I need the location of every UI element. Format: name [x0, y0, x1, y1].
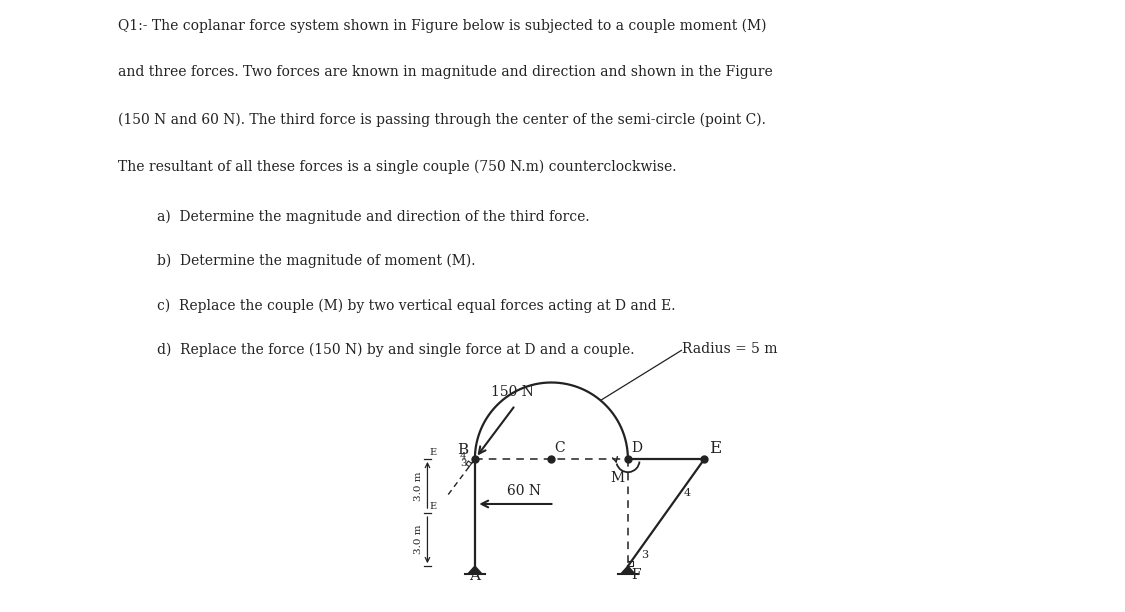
Text: B: B: [457, 443, 468, 457]
Text: D: D: [631, 441, 642, 455]
Text: d)  Replace the force (150 N) by and single force at D and a couple.: d) Replace the force (150 N) by and sing…: [156, 343, 634, 357]
Text: 4: 4: [460, 452, 467, 461]
Text: 60 N: 60 N: [507, 485, 541, 498]
Text: (150 N and 60 N). The third force is passing through the center of the semi-circ: (150 N and 60 N). The third force is pas…: [118, 113, 766, 127]
Text: E: E: [429, 502, 436, 511]
Polygon shape: [468, 566, 482, 573]
Text: C: C: [555, 441, 565, 455]
Text: F: F: [631, 568, 641, 581]
Text: Radius = 5 m: Radius = 5 m: [683, 342, 777, 356]
Polygon shape: [621, 566, 634, 573]
Text: 150 N: 150 N: [490, 385, 533, 399]
Text: E: E: [709, 439, 721, 457]
Text: E: E: [429, 449, 436, 458]
Text: 3.0 m: 3.0 m: [414, 471, 423, 501]
Text: A: A: [469, 569, 480, 583]
Text: a)  Determine the magnitude and direction of the third force.: a) Determine the magnitude and direction…: [156, 209, 590, 224]
Text: 4: 4: [684, 488, 691, 498]
Text: The resultant of all these forces is a single couple (750 N.m) counterclockwise.: The resultant of all these forces is a s…: [118, 160, 676, 174]
Text: 3.0 m: 3.0 m: [414, 524, 423, 554]
Text: b)  Determine the magnitude of moment (M).: b) Determine the magnitude of moment (M)…: [156, 254, 476, 269]
Text: M: M: [610, 471, 624, 485]
Text: 3: 3: [460, 459, 467, 468]
Text: 3: 3: [641, 550, 648, 559]
Text: and three forces. Two forces are known in magnitude and direction and shown in t: and three forces. Two forces are known i…: [118, 65, 773, 80]
Text: c)  Replace the couple (M) by two vertical equal forces acting at D and E.: c) Replace the couple (M) by two vertica…: [156, 299, 675, 313]
Text: Q1:- The coplanar force system shown in Figure below is subjected to a couple mo: Q1:- The coplanar force system shown in …: [118, 18, 766, 33]
